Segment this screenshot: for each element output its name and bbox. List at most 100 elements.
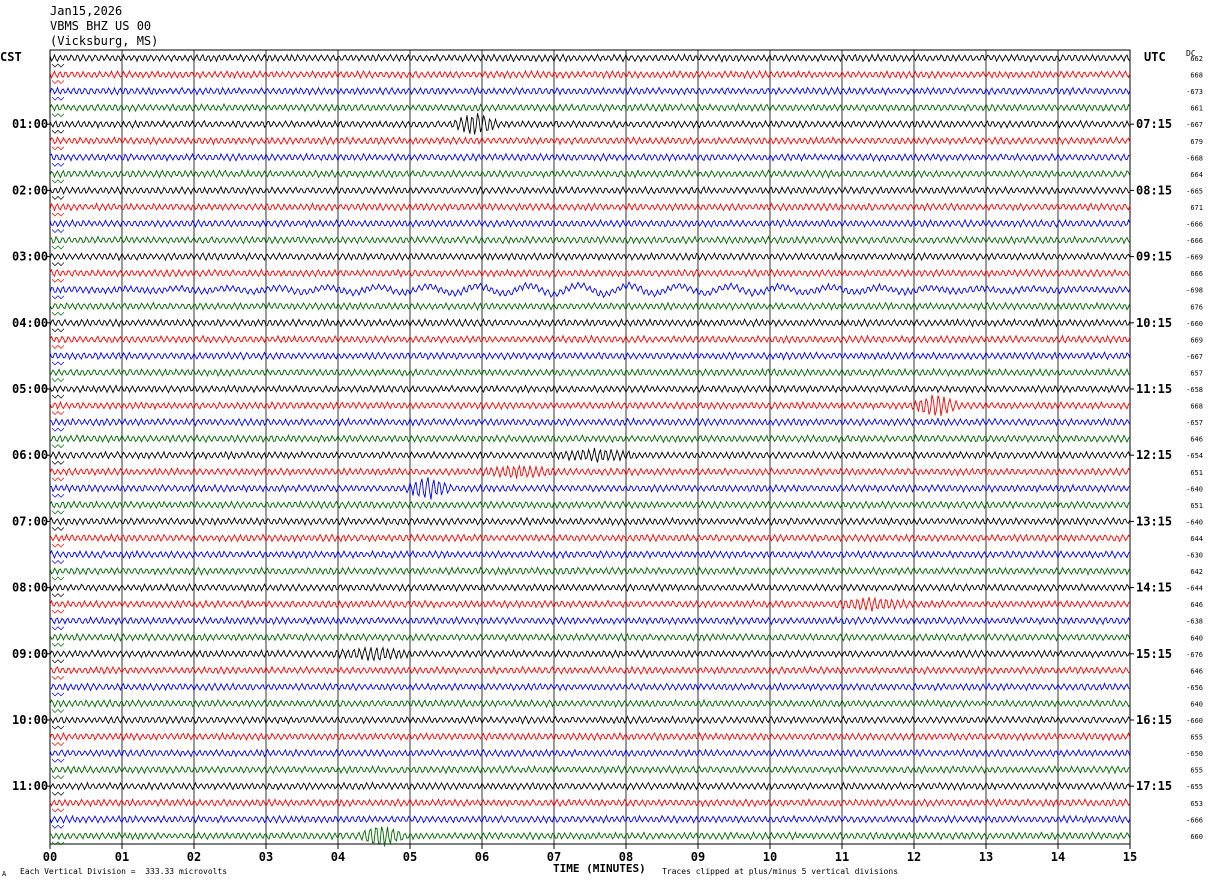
trace-start-mark xyxy=(51,808,65,813)
trace-start-mark xyxy=(51,824,65,829)
trace-start-mark xyxy=(51,758,65,763)
trace-start-mark xyxy=(51,278,65,283)
trace-start-mark xyxy=(51,212,65,217)
seismic-trace xyxy=(49,317,1131,328)
trace-start-mark xyxy=(51,311,65,316)
seismic-trace xyxy=(49,632,1131,643)
x-tick-label: 00 xyxy=(43,850,57,864)
seismic-trace xyxy=(49,384,1131,394)
x-tick-label: 14 xyxy=(1051,850,1065,864)
seismic-trace xyxy=(49,417,1131,427)
right-hour-label: 08:15 xyxy=(1136,183,1172,197)
dc-offset-label: 660 xyxy=(1190,833,1203,841)
x-tick-label: 01 xyxy=(115,850,129,864)
trace-start-mark xyxy=(51,328,65,333)
dc-offset-label: -667 xyxy=(1186,353,1203,361)
trace-start-mark xyxy=(51,195,65,200)
right-hour-label: 11:15 xyxy=(1136,382,1172,396)
dc-offset-label: 668 xyxy=(1190,403,1203,411)
seismic-trace xyxy=(49,532,1131,543)
trace-start-mark xyxy=(51,692,65,697)
trace-start-mark xyxy=(51,245,65,250)
seismic-trace xyxy=(49,394,1131,416)
trace-start-mark xyxy=(51,262,65,267)
seismic-trace xyxy=(49,748,1131,759)
dc-offset-label: 640 xyxy=(1190,700,1203,708)
seismic-trace xyxy=(49,682,1131,692)
dc-offset-label: 653 xyxy=(1190,800,1203,808)
seismic-trace xyxy=(49,334,1131,345)
seismic-trace xyxy=(49,516,1131,527)
dc-offset-label: 676 xyxy=(1190,303,1203,311)
seismic-trace xyxy=(49,731,1131,742)
trace-start-mark xyxy=(51,460,65,465)
dc-offset-label: -676 xyxy=(1186,651,1203,659)
dc-offset-label: 646 xyxy=(1190,436,1203,444)
trace-start-mark xyxy=(51,708,65,713)
right-hour-label: 07:15 xyxy=(1136,117,1172,131)
right-hour-label: 16:15 xyxy=(1136,713,1172,727)
dc-offset-label: -640 xyxy=(1186,518,1203,526)
seismic-trace xyxy=(49,596,1131,612)
seismic-trace xyxy=(49,169,1131,179)
plot-date: Jan15,2026 xyxy=(50,4,123,18)
right-hour-label: 13:15 xyxy=(1136,514,1172,528)
station-location: (Vicksburg, MS) xyxy=(50,34,159,48)
trace-start-mark xyxy=(51,626,65,631)
x-tick-label: 15 xyxy=(1123,850,1137,864)
seismic-trace xyxy=(49,202,1131,212)
plot-frame xyxy=(49,49,1131,845)
dc-offset-label: -638 xyxy=(1186,618,1203,626)
right-hour-label: 12:15 xyxy=(1136,448,1172,462)
dc-offset-label: 657 xyxy=(1190,369,1203,377)
right-timezone-label: UTC xyxy=(1144,50,1166,64)
trace-start-mark xyxy=(51,477,65,482)
seismic-trace xyxy=(49,251,1131,262)
seismic-trace xyxy=(49,797,1131,808)
dc-offset-label: -660 xyxy=(1186,717,1203,725)
dc-offset-label: -650 xyxy=(1186,750,1203,758)
seismic-trace xyxy=(49,582,1131,593)
seismic-trace xyxy=(49,218,1131,229)
trace-start-mark xyxy=(51,560,65,564)
dc-offset-label: -654 xyxy=(1186,452,1203,460)
trace-start-mark xyxy=(51,411,65,416)
right-hour-label: 10:15 xyxy=(1136,316,1172,330)
dc-offset-label: -666 xyxy=(1186,221,1203,229)
seismic-trace xyxy=(49,764,1131,775)
seismic-trace xyxy=(49,646,1131,662)
seismic-trace xyxy=(49,447,1131,463)
x-tick-label: 09 xyxy=(691,850,705,864)
right-hour-label: 17:15 xyxy=(1136,779,1172,793)
trace-start-mark xyxy=(51,427,65,432)
x-tick-label: 07 xyxy=(547,850,561,864)
x-tick-label: 02 xyxy=(187,850,201,864)
dc-offset-label: -660 xyxy=(1186,320,1203,328)
dc-offset-label: -666 xyxy=(1186,816,1203,824)
trace-start-mark xyxy=(51,229,65,233)
trace-start-mark xyxy=(51,725,65,730)
seismic-trace xyxy=(49,549,1131,560)
left-hour-label: 05:00 xyxy=(12,382,48,396)
left-hour-label: 04:00 xyxy=(12,316,48,330)
trace-start-mark xyxy=(51,543,65,548)
seismic-trace xyxy=(49,781,1131,791)
trace-start-mark xyxy=(51,675,65,680)
dc-label: DC xyxy=(1186,49,1196,58)
trace-start-mark xyxy=(51,593,65,598)
right-hour-label: 09:15 xyxy=(1136,250,1172,264)
dc-offset-label: 679 xyxy=(1190,138,1203,146)
dc-offset-label: 671 xyxy=(1190,204,1203,212)
dc-offset-label: -644 xyxy=(1186,585,1203,593)
trace-start-mark xyxy=(51,576,65,581)
dc-offset-label: -665 xyxy=(1186,187,1203,195)
scale-note: Each Vertical Division = 333.33 microvol… xyxy=(20,867,228,876)
trace-start-mark xyxy=(51,344,65,349)
left-hour-label: 06:00 xyxy=(12,448,48,462)
trace-start-mark xyxy=(51,742,65,747)
seismic-trace xyxy=(49,301,1131,312)
seismic-trace xyxy=(49,152,1131,163)
dc-offset-label: 655 xyxy=(1190,767,1203,775)
dc-offset-label: -667 xyxy=(1186,121,1203,129)
